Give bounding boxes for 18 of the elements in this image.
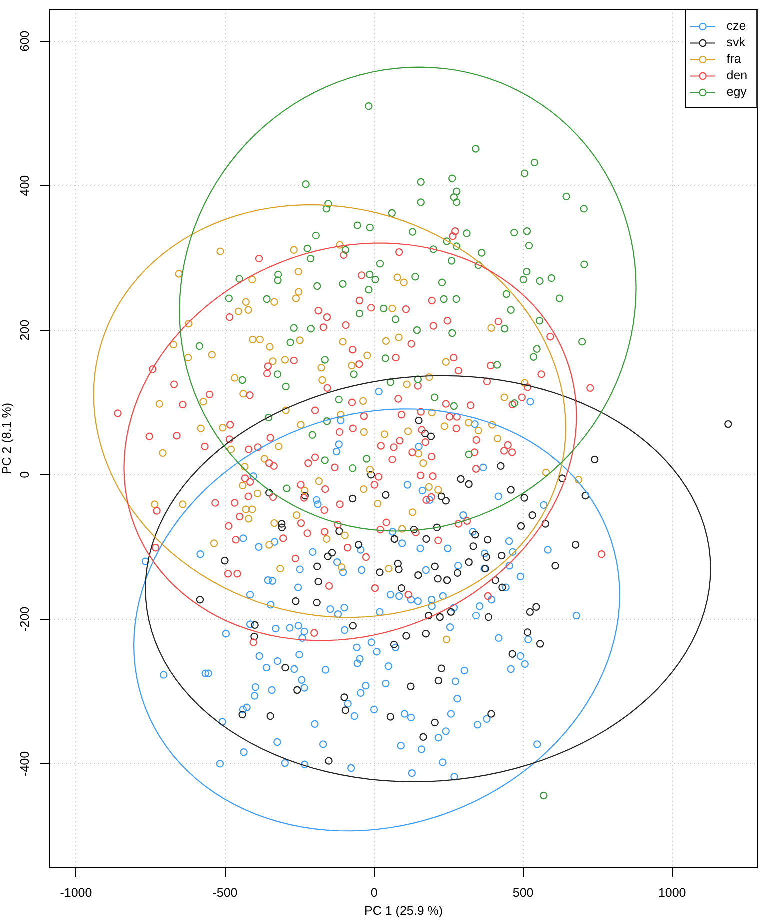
y-tick-label: -200 (18, 606, 32, 632)
legend-label: cze (726, 19, 746, 34)
x-tick-label: 0 (370, 886, 378, 900)
y-tick-label: 200 (18, 320, 32, 341)
legend-label: egy (726, 85, 748, 100)
y-tick-label: 400 (18, 175, 32, 196)
x-axis-title: PC 1 (25.9 %) (364, 904, 444, 918)
legend-label: svk (726, 36, 746, 50)
y-tick-label: 600 (18, 30, 32, 52)
legend-label: fra (726, 52, 742, 66)
y-tick-label: 0 (18, 471, 32, 478)
y-tick-label: -400 (18, 751, 32, 776)
y-axis-title: PC 2 (8.1 %) (0, 402, 14, 475)
x-tick-label: -500 (212, 886, 238, 900)
x-tick-label: 500 (512, 886, 534, 900)
legend-label: den (726, 68, 748, 83)
x-tick-label: 1000 (658, 886, 686, 900)
x-tick-label: -1000 (60, 886, 92, 900)
